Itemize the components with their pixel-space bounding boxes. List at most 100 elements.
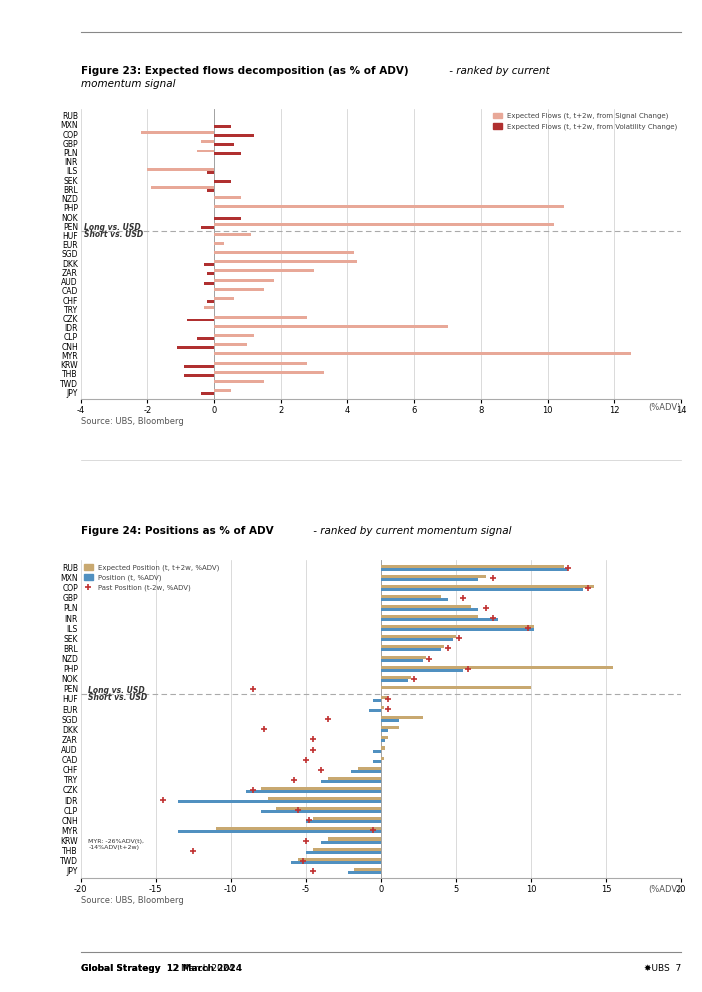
Bar — [313, 817, 380, 820]
Legend: Expected Position (t, t+2w, %ADV), Position (t, %ADV), Past Position (t-2w, %ADV: Expected Position (t, t+2w, %ADV), Posit… — [84, 564, 220, 591]
Bar — [197, 150, 214, 153]
Bar — [380, 757, 384, 760]
Bar — [214, 380, 264, 383]
Text: Global Strategy: Global Strategy — [81, 964, 160, 973]
Bar — [380, 666, 614, 669]
Text: MYR: -26%ADV(t),
-14%ADV(t+2w): MYR: -26%ADV(t), -14%ADV(t+2w) — [88, 839, 144, 850]
Bar — [373, 760, 380, 763]
Bar — [298, 858, 380, 861]
Bar — [329, 777, 380, 780]
Bar — [214, 217, 241, 220]
Bar — [380, 608, 478, 611]
Bar — [214, 324, 447, 327]
Bar — [380, 685, 531, 688]
Bar — [380, 625, 534, 628]
Bar — [214, 153, 241, 156]
Bar — [207, 171, 214, 174]
Bar — [380, 706, 384, 709]
Bar — [380, 628, 534, 631]
Bar — [261, 810, 380, 813]
Bar — [201, 140, 214, 143]
Bar — [201, 392, 214, 395]
Bar — [214, 125, 231, 128]
Bar — [380, 574, 486, 577]
Bar — [380, 564, 564, 567]
Text: Figure 23: Expected flows decomposition (as % of ADV): Figure 23: Expected flows decomposition … — [81, 66, 409, 76]
Bar — [306, 850, 380, 854]
Bar — [380, 679, 408, 682]
Text: Short vs. USD: Short vs. USD — [88, 693, 147, 702]
Bar — [347, 871, 380, 874]
Bar — [246, 790, 380, 793]
Text: (%ADV): (%ADV) — [649, 404, 681, 413]
Bar — [178, 346, 214, 349]
Text: ✸UBS  7: ✸UBS 7 — [644, 964, 681, 973]
Bar — [140, 131, 214, 134]
Text: momentum signal: momentum signal — [81, 79, 176, 89]
Bar — [380, 605, 471, 608]
Bar — [214, 232, 251, 235]
Bar — [380, 736, 388, 739]
Bar — [214, 288, 264, 291]
Bar — [214, 242, 224, 245]
Bar — [380, 584, 594, 588]
Bar — [380, 649, 441, 652]
Bar — [214, 279, 274, 282]
Bar — [187, 318, 214, 321]
Bar — [380, 696, 388, 699]
Bar — [207, 273, 214, 276]
Bar — [380, 598, 449, 601]
Bar — [214, 143, 234, 146]
Bar — [380, 588, 583, 591]
Bar — [178, 801, 380, 804]
Bar — [380, 656, 426, 659]
Bar — [380, 577, 478, 580]
Bar — [207, 300, 214, 303]
Bar — [214, 251, 354, 254]
Bar — [321, 780, 380, 783]
Bar — [184, 374, 214, 377]
Bar — [380, 676, 411, 679]
Bar — [204, 282, 214, 285]
Bar — [291, 861, 380, 864]
Bar — [214, 371, 324, 374]
Bar — [380, 615, 478, 618]
Bar — [380, 635, 456, 638]
Bar — [380, 646, 444, 649]
Bar — [197, 337, 214, 340]
Bar — [214, 223, 554, 226]
Text: Source: UBS, Bloomberg: Source: UBS, Bloomberg — [81, 896, 183, 905]
Bar — [214, 205, 564, 208]
Bar — [214, 343, 247, 346]
Bar — [214, 195, 241, 198]
Bar — [204, 263, 214, 266]
Bar — [380, 567, 569, 570]
Text: Short vs. USD: Short vs. USD — [84, 229, 143, 239]
Bar — [329, 837, 380, 840]
Bar — [178, 830, 380, 833]
Bar — [380, 659, 423, 662]
Bar — [373, 750, 380, 753]
Bar — [214, 298, 234, 300]
Bar — [201, 226, 214, 229]
Bar — [214, 390, 231, 392]
Bar — [380, 618, 498, 621]
Bar — [184, 365, 214, 368]
Text: - ranked by current: - ranked by current — [446, 66, 550, 76]
Bar — [380, 669, 463, 672]
Bar — [369, 709, 380, 712]
Bar — [214, 334, 254, 337]
Bar — [214, 260, 357, 263]
Bar — [214, 315, 307, 318]
Bar — [214, 181, 231, 184]
Bar — [214, 270, 314, 273]
Bar — [380, 638, 453, 642]
Text: (%ADV): (%ADV) — [649, 885, 681, 894]
Bar — [380, 719, 399, 722]
Bar — [313, 847, 380, 850]
Bar — [373, 699, 380, 702]
Text: - ranked by current momentum signal: - ranked by current momentum signal — [310, 526, 512, 536]
Text: Global Strategy  12 March 2024: Global Strategy 12 March 2024 — [81, 964, 242, 973]
Bar — [214, 352, 631, 355]
Bar — [306, 820, 380, 823]
